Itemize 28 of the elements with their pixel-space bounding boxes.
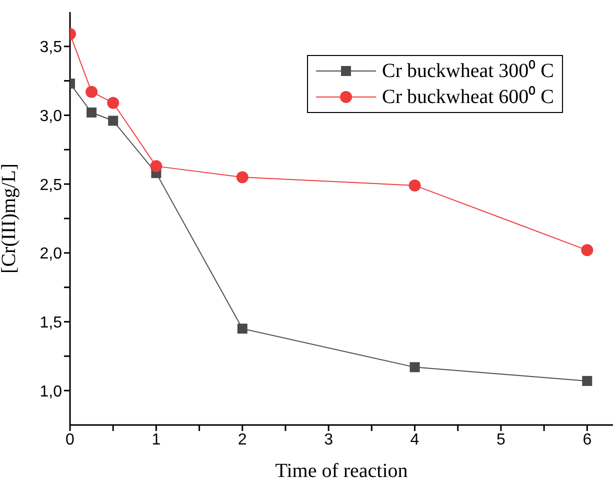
- legend-label: Cr buckwheat 600⁰ C: [382, 85, 554, 110]
- y-tick-label: 1,0: [40, 383, 62, 400]
- x-tick-label: 5: [496, 431, 506, 448]
- y-tick-label: 3,5: [40, 39, 62, 56]
- point: [86, 107, 97, 118]
- y-tick-label: 3,0: [40, 108, 62, 125]
- x-axis-title: Time of reaction: [275, 460, 408, 482]
- y-axis-title: [Cr(III)mg/L]: [0, 164, 20, 274]
- x-tick-label: 4: [410, 431, 420, 448]
- point: [408, 179, 421, 192]
- x-tick-label: 1: [152, 431, 161, 448]
- point: [236, 171, 248, 184]
- y-tick-label: 2,5: [40, 176, 62, 194]
- point: [582, 376, 592, 386]
- point: [237, 324, 248, 334]
- point: [581, 244, 594, 256]
- point: [410, 362, 420, 372]
- point: [108, 116, 118, 126]
- point: [86, 86, 98, 98]
- point: [107, 96, 120, 109]
- y-tick-label: 1,5: [40, 314, 62, 332]
- point: [150, 160, 162, 172]
- x-tick-label: 6: [582, 431, 592, 448]
- x-tick-label: 0: [66, 431, 75, 448]
- legend-label: Cr buckwheat 300⁰ C: [382, 59, 554, 84]
- x-tick-label: 2: [238, 431, 247, 448]
- y-tick-label: 2,0: [40, 246, 62, 263]
- x-tick-label: 3: [324, 431, 334, 448]
